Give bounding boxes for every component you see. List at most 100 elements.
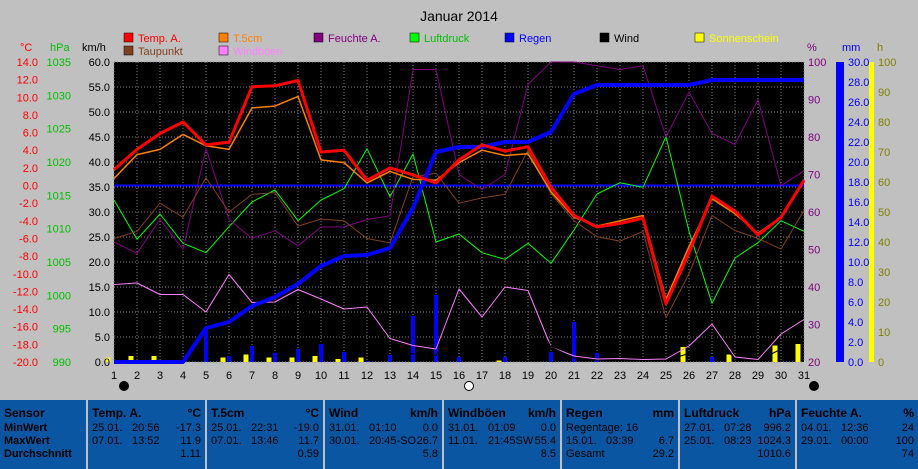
moon-phase-icons [119,381,819,391]
table-cell: 1010.6 [684,448,791,461]
legend-label: Temp. A. [138,33,181,45]
x-tick-label: 14 [407,370,419,382]
column-title: T.5cm [211,406,245,420]
tick-label-temp: 12.0 [17,75,38,87]
x-tick-label: 25 [660,370,672,382]
column-unit: °C [305,406,319,420]
x-tick-label: 29 [752,370,764,382]
tick-label-wind: 40.0 [89,157,110,169]
tick-label-humidity: 30 [808,320,820,332]
x-tick-label: 4 [180,370,186,382]
tick-label-rain: 18.0 [848,177,869,189]
legend-swatch [599,32,610,43]
cell-part: 30.01. [329,435,360,447]
tick-label-temp: 14.0 [17,57,38,69]
cell-part: 04.01. [801,422,832,434]
table-cell: 07.01. 13:46 11.7 [211,435,319,448]
tick-label-wind: 15.0 [89,282,110,294]
column-title: Temp. A. [92,406,142,420]
table-cell: 07.01. 13:52 11.9 [92,435,201,448]
column-title: Feuchte A. [801,406,862,420]
table-cell: 8.5 [448,448,556,461]
x-tick-label: 12 [361,370,373,382]
tick-label-pressure: 1010 [47,224,71,236]
legend-swatch [123,32,134,43]
column-title: Windböen [448,406,506,420]
series-line-t-cm [113,95,805,301]
moon-icon [809,381,819,391]
series-line-taupunkt [113,149,805,319]
legend-swatch [694,32,705,43]
x-tick-label: 31 [798,370,810,382]
table-column: Temp. A. °C 25.01. 20:56 -17.3 07.01. 13:52 11.… [88,400,205,469]
tick-label-temp: 2.0 [23,163,38,175]
tick-label-rain: 30.0 [848,57,869,69]
cell-part: 13:52 [132,435,160,447]
tick-label-pressure: 1035 [47,57,71,69]
bar-sonnenschein-8 [266,357,272,362]
x-tick-label: 16 [453,370,465,382]
x-tick-label: 24 [637,370,649,382]
tick-label-sun: 20 [878,297,890,309]
tick-label-rain: 14.0 [848,217,869,229]
tick-label-temp: -4.0 [19,216,38,228]
cell-part: 0.0 [540,422,556,434]
tick-label-temp: -16.0 [13,322,38,334]
bar-sonnenschein-1 [105,357,111,362]
cell-part: 29.01. [801,435,832,447]
tick-label-rain: 16.0 [848,197,869,209]
bar-sonnenschein-7 [243,354,249,362]
series-line-luftdruck [113,136,805,304]
chart-title: Januar 2014 [420,8,498,24]
tick-label-wind: 0.0 [95,357,110,369]
x-tick-label: 30 [775,370,787,382]
cell-part: 5.8 [422,448,438,460]
cell-part: 6.7 [658,435,674,447]
cell-part: 100 [895,435,914,447]
tick-label-sun: 100 [878,57,896,69]
x-tick-label: 5 [203,370,209,382]
axis-unit-humidity: % [807,42,817,54]
axis-unit-temp: °C [20,42,32,54]
tick-label-temp: -2.0 [19,198,38,210]
axis-unit-pressure: hPa [50,42,70,54]
table-cell: 5.8 [329,448,438,461]
table-header: Feuchte A.% [801,407,914,420]
tick-label-temp: -8.0 [19,251,38,263]
bar-sonnenschein-11 [335,359,341,362]
tick-label-sun: 60 [878,177,890,189]
tick-label-temp: -6.0 [19,233,38,245]
tick-label-pressure: 995 [53,324,71,336]
legend-label: Luftdruck [424,33,470,45]
table-cell: Durchschnitt [4,448,72,460]
column-unit: km/h [527,406,556,420]
tick-label-wind: 30.0 [89,207,110,219]
table-cell: MaxWert [4,435,50,447]
table-header: Regen mm [566,407,674,420]
series-line-regen [114,78,804,364]
cell-part: 1024.3 [757,435,791,447]
rain-axis-bar [836,62,844,362]
table-cell: 31.01. 01:09 0.0 [448,422,556,435]
bar-regen-tag--16 [457,357,461,362]
tick-label-sun: 80 [878,117,890,129]
tick-label-pressure: 990 [53,357,71,369]
series-line-wind [113,296,805,362]
bar-regen-tag--18 [503,357,507,362]
tick-label-wind: 20.0 [89,257,110,269]
table-column: Luftdruck hPa 27.01. 07:28 996.2 25.01. 08:23 1… [680,400,795,469]
legend-swatch [123,45,134,56]
cell-part: 11.9 [180,435,201,447]
bar-regen-tag--11 [342,352,346,362]
cell-part: 8.5 [540,448,556,460]
tick-label-temp: 10.0 [17,92,38,104]
bar-regen-tag--20 [549,352,553,362]
legend-label: Feuchte A. [328,33,381,45]
tick-label-pressure: 1025 [47,124,71,136]
tick-label-rain: 4.0 [848,317,863,329]
bar-regen-tag--15 [434,295,438,362]
table-header: T.5cm °C [211,407,319,420]
tick-label-rain: 10.0 [848,257,869,269]
column-title: Regen [566,406,603,420]
tick-label-temp: -20.0 [13,357,38,369]
